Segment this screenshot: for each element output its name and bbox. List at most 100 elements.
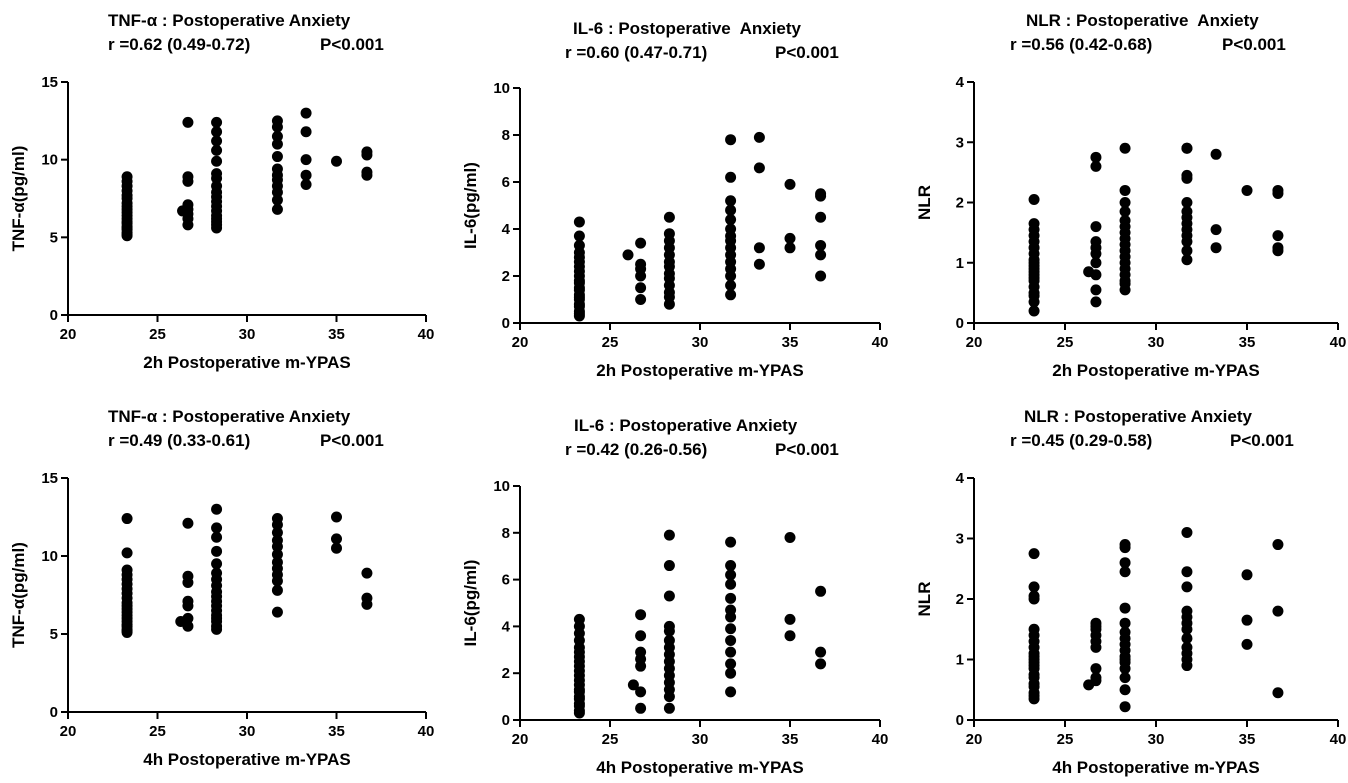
data-point bbox=[1090, 160, 1102, 172]
data-point bbox=[1090, 641, 1102, 653]
y-tick-label: 6 bbox=[502, 572, 510, 589]
x-tick-label: 35 bbox=[1239, 334, 1256, 351]
data-point bbox=[271, 575, 283, 587]
data-point bbox=[725, 270, 737, 282]
data-point bbox=[627, 679, 639, 691]
data-point bbox=[1090, 257, 1102, 269]
data-point bbox=[271, 519, 283, 531]
data-point bbox=[573, 230, 585, 242]
x-tick-label: 40 bbox=[1330, 334, 1347, 351]
x-tick-label: 20 bbox=[512, 731, 529, 748]
data-point bbox=[725, 171, 737, 183]
data-point bbox=[1028, 581, 1040, 593]
data-point bbox=[271, 194, 283, 206]
data-point bbox=[753, 258, 765, 270]
data-point bbox=[1090, 675, 1102, 687]
p-value: P<0.001 bbox=[1230, 431, 1294, 450]
data-point bbox=[663, 691, 675, 703]
data-point bbox=[271, 584, 283, 596]
y-tick-label: 6 bbox=[502, 174, 510, 191]
data-point bbox=[1119, 197, 1131, 208]
data-point bbox=[725, 214, 737, 226]
data-point bbox=[725, 569, 737, 581]
data-point bbox=[1272, 539, 1284, 551]
data-point bbox=[635, 282, 647, 294]
data-point bbox=[211, 135, 223, 147]
chart-title: TNF-α : Postoperative Anxiety bbox=[108, 11, 351, 30]
y-tick-label: 3 bbox=[956, 531, 964, 548]
data-point bbox=[622, 249, 634, 261]
data-point bbox=[211, 522, 223, 534]
data-point bbox=[211, 558, 223, 570]
data-point bbox=[211, 144, 223, 156]
data-point bbox=[635, 294, 647, 305]
data-point bbox=[753, 242, 765, 254]
data-point bbox=[1119, 142, 1131, 154]
y-tick-label: 10 bbox=[493, 80, 510, 97]
x-tick-label: 25 bbox=[149, 326, 166, 343]
data-point bbox=[784, 613, 796, 625]
data-point bbox=[725, 279, 737, 291]
data-point bbox=[1272, 687, 1284, 699]
data-point bbox=[635, 270, 647, 282]
scatter-panel-nlr-4h: NLR : Postoperative Anxiety r =0.45 (0.2… bbox=[900, 392, 1348, 783]
x-tick-label: 40 bbox=[872, 731, 889, 748]
x-tick-label: 30 bbox=[239, 723, 256, 740]
data-point bbox=[121, 626, 133, 638]
data-point bbox=[725, 686, 737, 698]
data-point bbox=[211, 172, 223, 184]
data-point bbox=[753, 162, 765, 174]
y-axis-label: NLR bbox=[915, 185, 934, 220]
scatter-panel-tnf-2h: TNF-α : Postoperative Anxiety r =0.62 (0… bbox=[0, 0, 450, 392]
data-point bbox=[1119, 206, 1131, 218]
y-tick-label: 10 bbox=[41, 548, 58, 565]
y-tick-label: 0 bbox=[502, 315, 510, 332]
x-tick-label: 20 bbox=[60, 326, 77, 343]
data-point bbox=[271, 138, 283, 150]
data-point bbox=[1090, 663, 1102, 675]
data-point bbox=[211, 126, 223, 138]
data-point bbox=[211, 222, 223, 234]
data-point bbox=[1181, 623, 1193, 635]
data-point bbox=[211, 503, 223, 515]
x-tick-label: 30 bbox=[1148, 334, 1165, 351]
data-point bbox=[663, 298, 675, 310]
data-point bbox=[271, 130, 283, 142]
data-point bbox=[635, 702, 647, 714]
correlation-r: r =0.60 (0.47-0.71) bbox=[565, 43, 708, 62]
data-point bbox=[211, 155, 223, 167]
y-axis-label: TNF-α(pg/ml) bbox=[9, 542, 28, 648]
data-point bbox=[121, 547, 133, 559]
data-point bbox=[300, 154, 312, 166]
y-tick-label: 15 bbox=[41, 74, 58, 91]
data-point bbox=[1028, 296, 1040, 308]
y-tick-label: 4 bbox=[502, 221, 511, 238]
x-tick-label: 20 bbox=[966, 334, 983, 351]
data-point bbox=[1119, 184, 1131, 196]
data-point bbox=[1210, 148, 1222, 160]
data-point bbox=[663, 625, 675, 637]
y-axis-label: TNF-α(pg/ml) bbox=[9, 146, 28, 252]
y-tick-label: 0 bbox=[956, 315, 964, 332]
y-axis-label: IL-6(pg/ml) bbox=[461, 560, 480, 647]
data-point bbox=[725, 536, 737, 548]
data-point bbox=[635, 609, 647, 621]
data-point bbox=[1028, 305, 1040, 317]
x-tick-label: 40 bbox=[418, 326, 435, 343]
data-point bbox=[573, 707, 585, 719]
data-point bbox=[784, 531, 796, 543]
y-tick-label: 4 bbox=[956, 470, 965, 487]
data-point bbox=[815, 585, 827, 597]
data-point bbox=[182, 175, 194, 187]
data-point bbox=[271, 541, 283, 553]
y-tick-label: 0 bbox=[502, 712, 510, 729]
scatter-plot: 20 25 30 35 40 0 5 10 15 2h Postoperative m-YPAS T… bbox=[9, 74, 435, 372]
data-point bbox=[1181, 245, 1193, 257]
data-point bbox=[784, 630, 796, 642]
correlation-r: r =0.45 (0.29-0.58) bbox=[1010, 431, 1153, 450]
p-value: P<0.001 bbox=[775, 440, 839, 459]
data-point bbox=[331, 155, 342, 167]
data-point bbox=[1241, 184, 1253, 196]
data-point bbox=[1272, 605, 1284, 617]
data-point bbox=[725, 560, 737, 572]
